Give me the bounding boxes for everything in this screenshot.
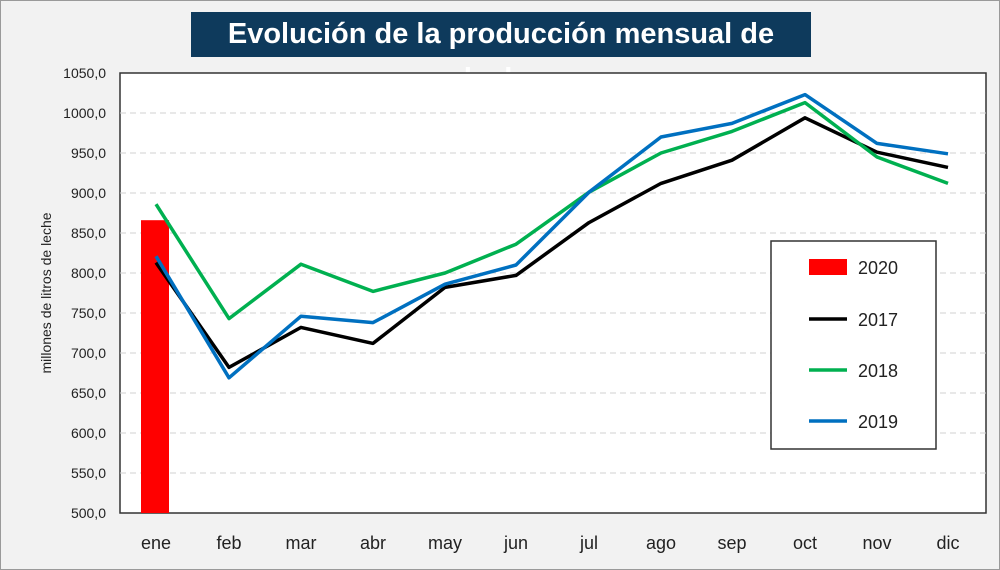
y-tick-label: 600,0 bbox=[71, 425, 106, 441]
legend-label-2018: 2018 bbox=[858, 361, 898, 381]
y-axis-label: millones de litros de leche bbox=[38, 212, 54, 373]
x-tick-label: may bbox=[428, 533, 462, 553]
legend-label-2020: 2020 bbox=[858, 258, 898, 278]
x-tick-label: nov bbox=[862, 533, 891, 553]
x-tick-label: ene bbox=[141, 533, 171, 553]
x-tick-label: sep bbox=[717, 533, 746, 553]
y-tick-label: 500,0 bbox=[71, 505, 106, 521]
y-tick-label: 1000,0 bbox=[63, 105, 106, 121]
y-tick-label: 800,0 bbox=[71, 265, 106, 281]
x-tick-label: oct bbox=[793, 533, 817, 553]
x-tick-label: ago bbox=[646, 533, 676, 553]
legend-label-2017: 2017 bbox=[858, 310, 898, 330]
y-tick-label: 900,0 bbox=[71, 185, 106, 201]
x-tick-label: jul bbox=[579, 533, 598, 553]
y-tick-label: 850,0 bbox=[71, 225, 106, 241]
legend-label-2019: 2019 bbox=[858, 412, 898, 432]
y-tick-label: 700,0 bbox=[71, 345, 106, 361]
y-tick-label: 950,0 bbox=[71, 145, 106, 161]
legend bbox=[770, 240, 937, 450]
y-tick-label: 550,0 bbox=[71, 465, 106, 481]
x-tick-label: dic bbox=[936, 533, 959, 553]
y-tick-label: 650,0 bbox=[71, 385, 106, 401]
chart-title: Evolución de la producción mensual de le… bbox=[191, 12, 811, 95]
x-tick-label: jun bbox=[503, 533, 528, 553]
y-tick-label: 1050,0 bbox=[63, 65, 106, 81]
series-line-2019 bbox=[154, 92, 949, 380]
series-line-2017 bbox=[154, 116, 949, 370]
series-line-2018 bbox=[154, 100, 949, 321]
y-tick-label: 750,0 bbox=[71, 305, 106, 321]
x-tick-label: mar bbox=[286, 533, 317, 553]
legend-swatch-2020 bbox=[809, 259, 847, 275]
x-tick-label: abr bbox=[360, 533, 386, 553]
x-tick-label: feb bbox=[216, 533, 241, 553]
